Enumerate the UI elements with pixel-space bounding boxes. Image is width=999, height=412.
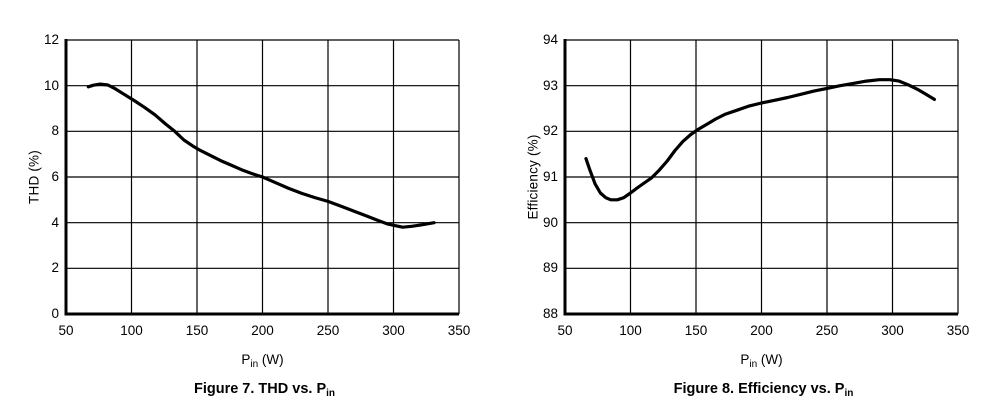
x-axis-symbol: P: [241, 352, 251, 367]
caption-symbol: P: [316, 381, 327, 397]
x-tick-label: 50: [58, 323, 74, 338]
figure-7-caption: Figure 7. THD vs. Pin: [193, 381, 336, 399]
x-tick-label: 100: [619, 323, 642, 338]
data-curve-efficiency: [584, 78, 936, 202]
x-tick-label: 250: [316, 323, 340, 338]
y-tick-label: 12: [43, 32, 59, 47]
x-tick-label: 250: [815, 323, 839, 338]
x-tick-label: 150: [185, 323, 209, 338]
x-tick-label: 200: [750, 323, 773, 338]
x-axis-symbol: P: [740, 352, 750, 367]
x-tick-label: 300: [881, 323, 904, 338]
caption-text: Figure 8. Efficiency vs.: [673, 381, 835, 397]
y-tick-label: 8: [51, 123, 59, 139]
y-tick-label: 4: [51, 214, 59, 230]
y-tick-label: 93: [542, 77, 558, 93]
figure-8-efficiency-chart: Efficiency (%) Pin (W) Figure 8. Efficie…: [499, 0, 998, 412]
x-tick-label: 300: [382, 323, 405, 338]
y-tick-label: 10: [43, 77, 59, 93]
x-axis-symbol-subscript: in: [749, 359, 758, 370]
x-axis-unit: (W): [258, 352, 284, 367]
x-tick-label: 350: [946, 323, 970, 338]
efficiency-x-axis-title: Pin (W): [740, 352, 783, 370]
caption-text: Figure 7. THD vs.: [193, 381, 317, 397]
y-tick-label: 2: [51, 260, 59, 276]
axis-line: [563, 39, 958, 316]
caption-symbol-subscript: in: [326, 388, 336, 399]
y-tick-label: 91: [542, 169, 558, 184]
x-axis-symbol-subscript: in: [250, 359, 259, 370]
figure-8-caption: Figure 8. Efficiency vs. Pin: [673, 381, 854, 399]
data-curve-thd: [86, 82, 436, 229]
caption-symbol-subscript: in: [844, 388, 854, 399]
efficiency-plot-area: [563, 39, 959, 316]
y-tick-label: 6: [51, 169, 59, 184]
x-tick-label: 150: [684, 323, 708, 338]
x-tick-label: 100: [120, 323, 143, 338]
caption-symbol: P: [834, 381, 845, 397]
thd-x-axis-title: Pin (W): [241, 352, 284, 370]
y-tick-label: 90: [542, 214, 558, 230]
y-tick-label: 94: [542, 32, 558, 47]
thd-plot-area: [64, 39, 460, 316]
y-tick-label: 92: [542, 123, 558, 139]
x-tick-label: 50: [557, 323, 573, 338]
x-axis-unit: (W): [757, 352, 783, 367]
y-tick-label: 0: [51, 306, 59, 321]
figure-7-thd-chart: THD (%) Pin (W) Figure 7. THD vs. Pin 50…: [0, 0, 499, 412]
y-tick-label: 89: [542, 260, 558, 276]
x-tick-label: 350: [447, 323, 471, 338]
x-tick-label: 200: [251, 323, 274, 338]
y-tick-label: 88: [542, 306, 558, 321]
axis-line: [64, 39, 459, 316]
